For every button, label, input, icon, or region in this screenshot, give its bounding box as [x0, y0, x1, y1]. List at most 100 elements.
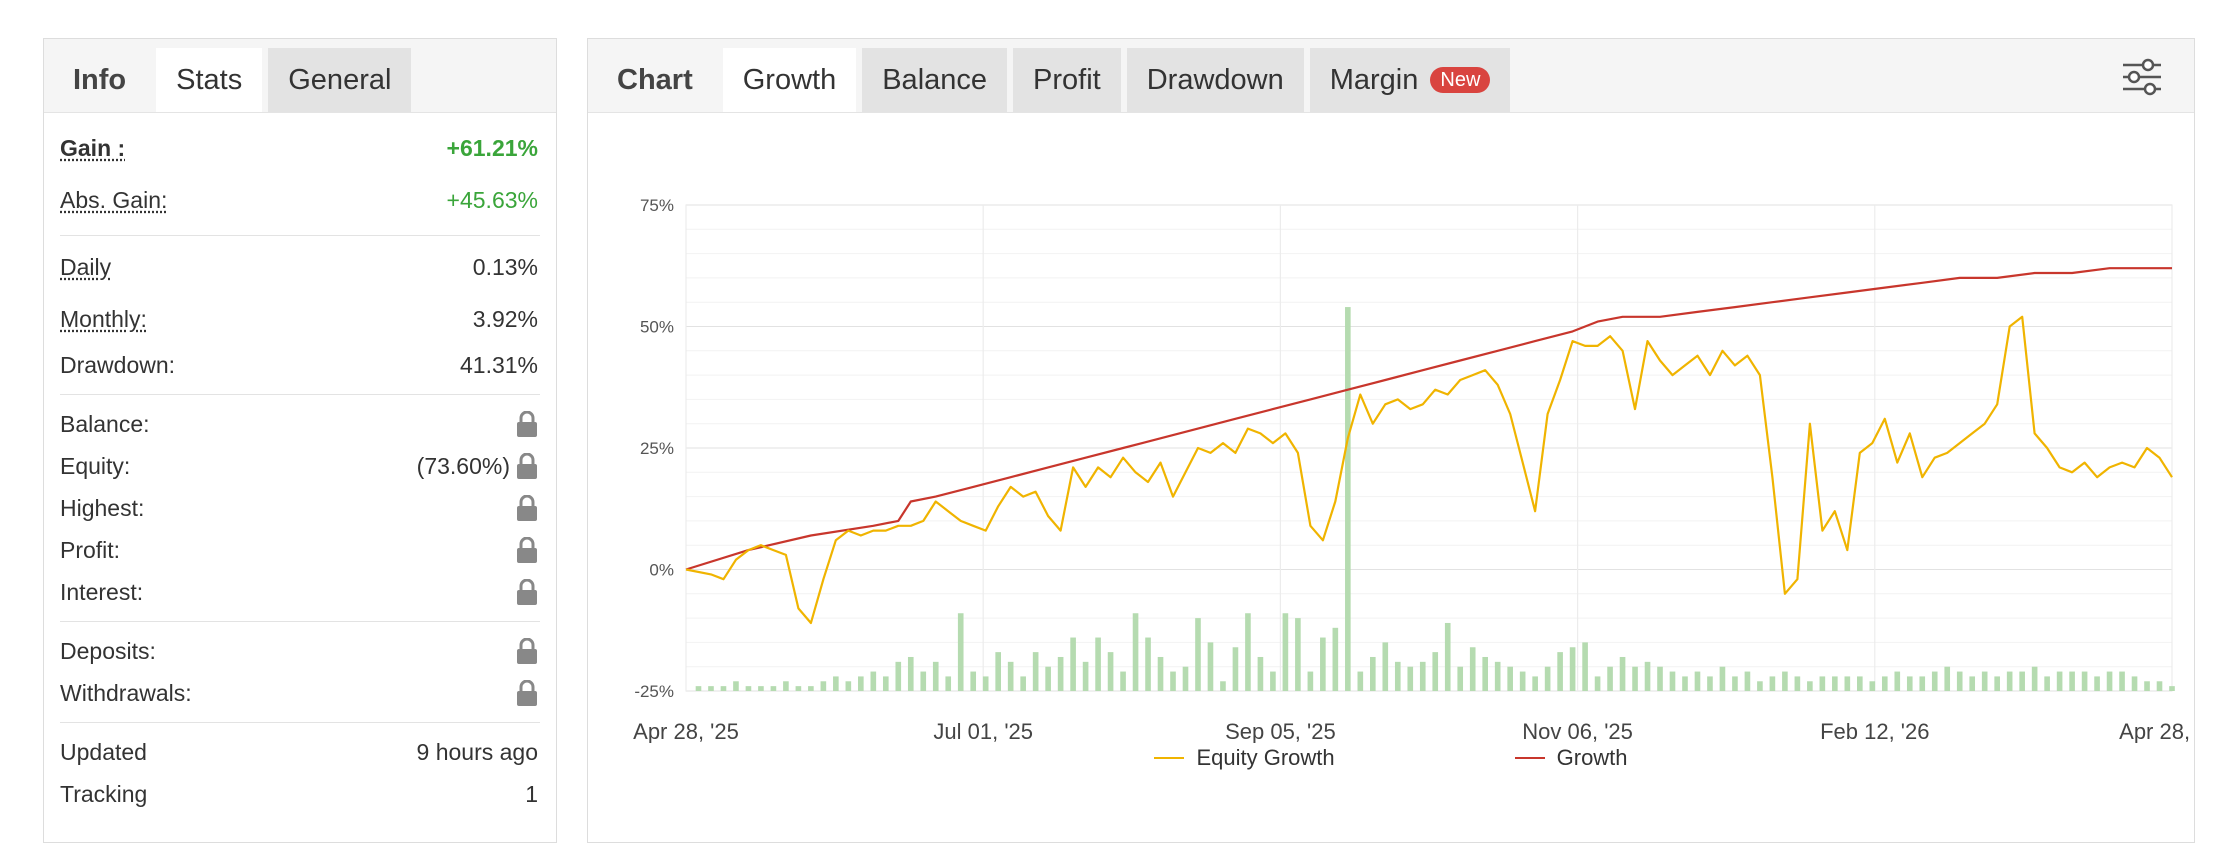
volume-bar: [708, 686, 714, 691]
volume-bar: [833, 676, 839, 691]
volume-bar: [1120, 671, 1126, 691]
volume-bar: [808, 686, 814, 691]
volume-bar: [1045, 666, 1051, 691]
volume-bar: [995, 652, 1001, 691]
volume-bar: [1020, 676, 1026, 691]
volume-bar: [1969, 676, 1976, 691]
volume-bar: [1170, 671, 1176, 691]
abs-gain-row: Abs. Gain: +45.63%: [60, 179, 540, 221]
volume-bar: [1707, 676, 1713, 691]
tab-chart[interactable]: Chart: [617, 63, 693, 96]
tracking-row: Tracking 1: [60, 773, 540, 815]
volume-bar: [1345, 307, 1351, 691]
lock-icon: [517, 680, 537, 706]
interest-row: Interest:: [60, 571, 540, 613]
updated-value: 9 hours ago: [416, 738, 538, 765]
legend-swatch-equity-growth: [1154, 757, 1185, 759]
equity-value: (73.60%): [416, 452, 510, 479]
tab-profit[interactable]: Profit: [1013, 48, 1121, 112]
volume-bar: [932, 661, 939, 691]
volume-bar: [1407, 666, 1414, 691]
volume-bar: [1544, 666, 1551, 691]
volume-bar: [920, 671, 927, 691]
gain-value: +61.21%: [446, 134, 538, 161]
volume-bar: [2031, 666, 2038, 691]
tab-general[interactable]: General: [268, 48, 412, 112]
divider: [60, 235, 540, 236]
volume-bar: [1307, 671, 1314, 691]
interest-label: Interest:: [60, 578, 144, 605]
volume-bar: [1082, 661, 1089, 691]
x-tick-label: Apr 28, '26: [2119, 719, 2194, 743]
x-tick-label: Nov 06, '25: [1522, 719, 1633, 743]
volume-bar: [1157, 656, 1164, 691]
lock-icon: [517, 579, 537, 605]
volume-bar: [1594, 676, 1601, 691]
equity-row: Equity: (73.60%): [60, 445, 540, 487]
balance-row: Balance:: [60, 403, 540, 445]
stats-tabbar: Info Stats General: [44, 39, 556, 113]
withdrawals-label: Withdrawals:: [60, 679, 192, 706]
volume-bar: [1357, 671, 1364, 691]
lock-icon: [517, 537, 537, 563]
volume-bar: [1807, 681, 1813, 691]
volume-bar: [1931, 671, 1938, 691]
lock-icon: [517, 638, 537, 664]
volume-bar: [1145, 637, 1151, 691]
drawdown-label: Drawdown:: [60, 351, 176, 378]
lock-icon: [517, 495, 537, 521]
y-tick-label: -25%: [634, 682, 674, 701]
stats-panel: Info Stats General Gain : +61.21% Abs. G…: [43, 38, 557, 843]
drawdown-row: Drawdown: 41.31%: [60, 344, 540, 386]
tab-info[interactable]: Info: [73, 63, 127, 96]
volume-bar: [1070, 637, 1076, 691]
volume-bar: [1844, 676, 1851, 691]
chart-legend: Equity Growth Growth: [588, 745, 2194, 771]
volume-bar: [870, 671, 877, 691]
volume-bar: [720, 686, 727, 691]
volume-bar: [1769, 676, 1776, 691]
volume-bar: [2069, 671, 2075, 691]
volume-bar: [2106, 671, 2113, 691]
volume-bar: [945, 676, 952, 691]
volume-bar: [1881, 676, 1888, 691]
withdrawals-row: Withdrawals:: [60, 672, 540, 714]
volume-bar: [2144, 681, 2150, 691]
daily-label[interactable]: Daily: [60, 253, 112, 280]
tab-margin-label: Margin: [1329, 63, 1419, 96]
volume-bar: [1869, 681, 1876, 691]
volume-bar: [1332, 627, 1339, 691]
volume-bar: [1632, 666, 1638, 691]
legend-item-growth[interactable]: Growth: [1514, 745, 1628, 771]
tab-stats[interactable]: Stats: [156, 48, 263, 112]
gain-label[interactable]: Gain :: [60, 134, 126, 161]
tracking-value[interactable]: 1: [525, 780, 538, 807]
tab-balance[interactable]: Balance: [862, 48, 1008, 112]
tab-growth[interactable]: Growth: [722, 48, 857, 112]
volume-bar: [2094, 676, 2100, 691]
highest-label: Highest:: [60, 494, 145, 521]
stats-body: Gain : +61.21% Abs. Gain: +45.63% Daily …: [44, 127, 556, 815]
legend-label-growth: Growth: [1556, 745, 1628, 770]
volume-bar: [758, 686, 764, 691]
divider: [60, 621, 540, 622]
monthly-row: Monthly: 3.92%: [60, 298, 540, 340]
volume-bar: [1582, 642, 1588, 691]
legend-item-equity-growth[interactable]: Equity Growth: [1154, 745, 1335, 771]
volume-bar: [1944, 666, 1951, 691]
volume-bar: [1744, 671, 1751, 691]
abs-gain-label[interactable]: Abs. Gain:: [60, 186, 168, 213]
sliders-icon[interactable]: [2120, 55, 2164, 99]
daily-row: Daily 0.13%: [60, 246, 540, 288]
deposits-label: Deposits:: [60, 637, 156, 664]
volume-bar: [2131, 676, 2138, 691]
tab-margin[interactable]: Margin New: [1309, 48, 1511, 112]
volume-bar: [1182, 666, 1189, 691]
volume-bar: [858, 676, 864, 691]
tab-drawdown[interactable]: Drawdown: [1126, 48, 1304, 112]
volume-bar: [1295, 618, 1301, 691]
volume-bar: [1382, 642, 1389, 691]
monthly-label[interactable]: Monthly:: [60, 305, 147, 332]
volume-bar: [733, 681, 739, 691]
volume-bar: [1819, 676, 1826, 691]
